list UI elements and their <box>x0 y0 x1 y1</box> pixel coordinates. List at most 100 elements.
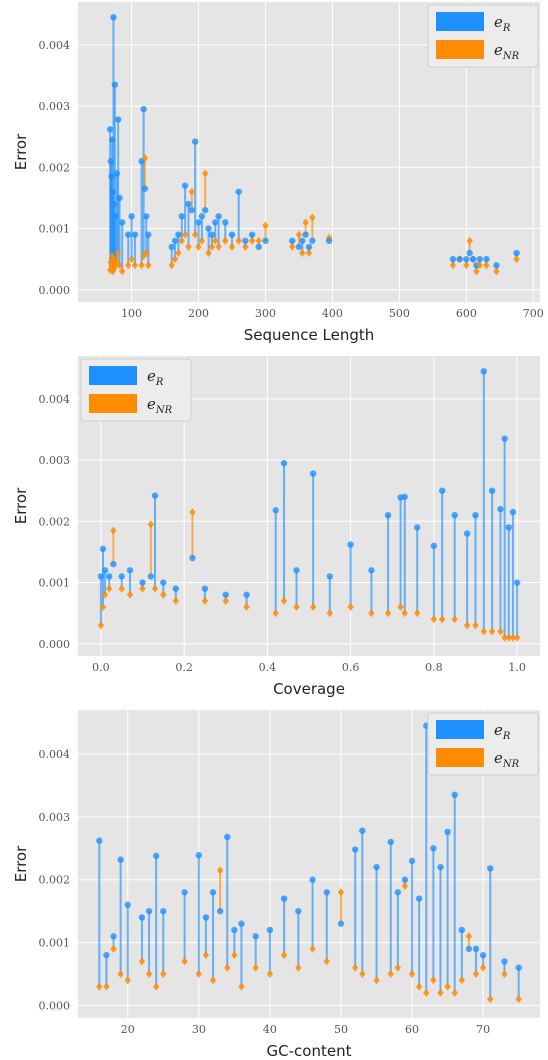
e-r-point <box>209 889 217 896</box>
e-nr-point <box>168 261 175 270</box>
e-nr-point <box>195 970 203 978</box>
e-nr-point <box>172 596 180 605</box>
chart-panel-2: 0.0 0.2 0.4 0.6 0.8 1.0 0.000 0.001 0.002 0.003 0.… <box>12 356 540 698</box>
e-r-point <box>456 255 463 263</box>
e-r-point <box>215 213 222 220</box>
e-r-point <box>243 591 250 598</box>
e-nr-point <box>175 249 182 258</box>
e-nr-point <box>505 633 512 642</box>
e-nr-point <box>205 249 212 258</box>
e-r-point <box>106 573 113 580</box>
e-nr-point <box>479 963 487 972</box>
e-r-point <box>208 231 216 238</box>
e-nr-point <box>160 970 167 978</box>
e-r-point <box>128 213 135 220</box>
e-nr-point <box>109 267 117 276</box>
e-r-point <box>480 368 488 375</box>
e-nr-point <box>280 596 288 605</box>
e-r-point <box>140 105 147 113</box>
e-r-point <box>189 554 196 562</box>
e-nr-point <box>143 249 150 258</box>
legend: eR eNR <box>80 358 192 422</box>
e-r-point <box>430 845 437 852</box>
e-nr-point <box>295 230 303 239</box>
e-r-point <box>487 865 494 872</box>
e-nr-point <box>106 584 113 593</box>
e-nr-point <box>131 261 139 270</box>
e-nr-point <box>231 951 238 960</box>
y-tick-label: 0.003 <box>39 100 71 113</box>
e-r-point <box>483 255 490 263</box>
e-r-point <box>113 170 121 177</box>
e-r-point <box>118 219 126 226</box>
e-r-point <box>141 185 149 192</box>
e-r-point <box>449 255 457 263</box>
e-r-point <box>151 492 159 499</box>
x-tick-label: 200 <box>188 307 209 320</box>
e-r-point <box>171 237 179 244</box>
e-nr-point <box>480 627 488 636</box>
e-r-point <box>252 933 259 940</box>
legend: eR eNR <box>427 712 539 776</box>
e-nr-point <box>373 976 380 985</box>
legend-swatch <box>436 720 484 739</box>
e-nr-point <box>96 982 103 991</box>
e-r-point <box>188 206 196 214</box>
e-nr-point <box>97 621 105 630</box>
e-nr-point <box>125 261 132 270</box>
e-nr-point <box>101 590 109 599</box>
e-r-point <box>415 895 423 902</box>
e-r-point <box>451 511 458 519</box>
e-nr-point <box>401 882 409 890</box>
e-r-point <box>387 838 394 846</box>
e-r-point <box>255 243 262 251</box>
e-nr-point <box>126 590 134 599</box>
x-tick-label: 0.6 <box>342 661 360 674</box>
e-r-point <box>272 507 279 514</box>
e-r-point <box>401 876 409 883</box>
legend-swatch <box>89 394 137 413</box>
e-r-point <box>309 470 317 477</box>
e-nr-point <box>139 584 146 593</box>
e-r-point <box>112 213 119 220</box>
e-nr-point <box>280 951 288 960</box>
e-nr-point <box>141 154 149 163</box>
legend: eR eNR <box>427 4 539 68</box>
e-nr-point <box>368 609 375 618</box>
e-nr-point <box>202 951 210 960</box>
e-r-point <box>302 231 309 238</box>
e-r-point <box>168 243 175 251</box>
y-tick-label: 0.004 <box>39 39 71 52</box>
e-nr-point <box>451 988 458 997</box>
e-nr-point <box>430 615 438 624</box>
e-r-point <box>373 863 380 871</box>
e-r-point <box>472 511 479 519</box>
e-r-point <box>501 958 508 965</box>
e-r-point <box>216 907 224 915</box>
e-r-point <box>110 933 117 940</box>
y-tick-label: 0.002 <box>39 515 71 528</box>
e-nr-point <box>309 944 316 953</box>
x-tick-label: 500 <box>389 307 410 320</box>
e-nr-point <box>401 609 408 618</box>
e-nr-point <box>138 261 145 270</box>
e-r-point <box>175 231 182 238</box>
e-nr-point <box>222 596 229 605</box>
e-r-point <box>99 545 107 553</box>
e-nr-point <box>195 242 202 251</box>
e-nr-point <box>215 242 222 251</box>
e-r-point <box>143 213 150 220</box>
e-r-point <box>368 567 375 574</box>
e-nr-point <box>116 261 123 270</box>
e-nr-point <box>181 230 189 239</box>
e-r-point <box>181 889 188 896</box>
y-axis-label: Error <box>12 487 30 524</box>
chart-panel-1: 100 200 300 400 500 600 700 0.000 0.001 0.002 0.00… <box>12 2 544 344</box>
e-nr-point <box>483 261 490 270</box>
e-nr-point <box>305 249 313 258</box>
e-r-point <box>131 231 139 238</box>
e-nr-point <box>509 633 517 642</box>
e-nr-point <box>138 957 146 966</box>
e-r-point <box>116 194 123 202</box>
e-nr-point <box>160 590 167 599</box>
